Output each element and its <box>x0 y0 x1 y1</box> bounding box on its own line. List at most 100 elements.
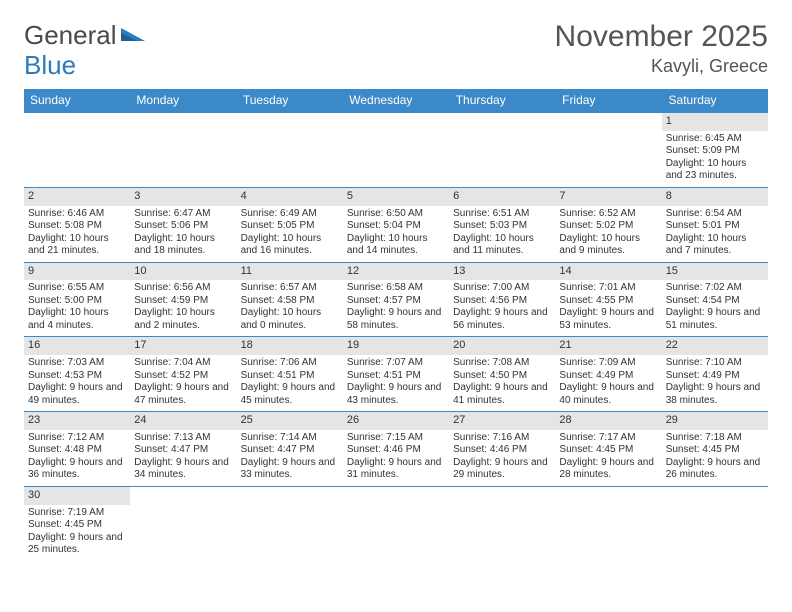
day-body: Sunrise: 7:07 AMSunset: 4:51 PMDaylight:… <box>343 355 449 411</box>
week-row: 1Sunrise: 6:45 AMSunset: 5:09 PMDaylight… <box>24 112 768 187</box>
day-body: Sunrise: 7:19 AMSunset: 4:45 PMDaylight:… <box>24 505 130 561</box>
day-cell: 2Sunrise: 6:46 AMSunset: 5:08 PMDaylight… <box>24 188 130 262</box>
logo-text-2: Blue <box>24 50 76 81</box>
daylight-text: Daylight: 10 hours and 18 minutes. <box>134 233 232 258</box>
sunrise-text: Sunrise: 7:13 AM <box>134 432 232 445</box>
day-number: 10 <box>130 263 236 281</box>
daylight-text: Daylight: 10 hours and 7 minutes. <box>666 233 764 258</box>
day-cell: 5 Sunrise: 6:50 AMSunset: 5:04 PMDaylight… <box>343 188 449 262</box>
sunrise-text: Sunrise: 6:54 AM <box>666 208 764 221</box>
day-body: Sunrise: 7:16 AMSunset: 4:46 PMDaylight:… <box>449 430 555 486</box>
day-cell: 13Sunrise: 7:00 AMSunset: 4:56 PMDayligh… <box>449 263 555 337</box>
sunset-text: Sunset: 5:08 PM <box>28 220 126 233</box>
week-row: 23Sunrise: 7:12 AMSunset: 4:48 PMDayligh… <box>24 411 768 486</box>
day-cell: 19Sunrise: 7:07 AMSunset: 4:51 PMDayligh… <box>343 337 449 411</box>
day-number: 17 <box>130 337 236 355</box>
daylight-text: Daylight: 9 hours and 26 minutes. <box>666 457 764 482</box>
sunrise-text: Sunrise: 6:52 AM <box>559 208 657 221</box>
day-cell: 7Sunrise: 6:52 AMSunset: 5:02 PMDaylight… <box>555 188 661 262</box>
weekday-header: Tuesday <box>237 89 343 112</box>
weekday-header: Saturday <box>663 89 768 112</box>
sunset-text: Sunset: 4:48 PM <box>28 444 126 457</box>
day-number: 29 <box>662 412 768 430</box>
day-number: 25 <box>237 412 343 430</box>
sunset-text: Sunset: 4:46 PM <box>347 444 445 457</box>
sunrise-text: Sunrise: 7:09 AM <box>559 357 657 370</box>
calendar: SundayMondayTuesdayWednesdayThursdayFrid… <box>24 89 768 561</box>
daylight-text: Daylight: 9 hours and 40 minutes. <box>559 382 657 407</box>
sunset-text: Sunset: 4:49 PM <box>666 370 764 383</box>
day-cell: 11Sunrise: 6:57 AMSunset: 4:58 PMDayligh… <box>237 263 343 337</box>
day-number: 2 <box>24 188 130 206</box>
sunset-text: Sunset: 4:59 PM <box>134 295 232 308</box>
sunrise-text: Sunrise: 7:07 AM <box>347 357 445 370</box>
day-body: Sunrise: 7:14 AMSunset: 4:47 PMDaylight:… <box>237 430 343 486</box>
day-cell: 27Sunrise: 7:16 AMSunset: 4:46 PMDayligh… <box>449 412 555 486</box>
daylight-text: Daylight: 10 hours and 9 minutes. <box>559 233 657 258</box>
day-cell <box>449 113 555 187</box>
day-cell: 4Sunrise: 6:49 AMSunset: 5:05 PMDaylight… <box>237 188 343 262</box>
weekday-header-row: SundayMondayTuesdayWednesdayThursdayFrid… <box>24 89 768 112</box>
day-cell: 16Sunrise: 7:03 AMSunset: 4:53 PMDayligh… <box>24 337 130 411</box>
day-body: Sunrise: 7:10 AMSunset: 4:49 PMDaylight:… <box>662 355 768 411</box>
daylight-text: Daylight: 10 hours and 14 minutes. <box>347 233 445 258</box>
day-cell <box>449 487 555 561</box>
day-cell: 3Sunrise: 6:47 AMSunset: 5:06 PMDaylight… <box>130 188 236 262</box>
weekday-header: Wednesday <box>343 89 449 112</box>
daylight-text: Daylight: 9 hours and 25 minutes. <box>28 532 126 557</box>
daylight-text: Daylight: 10 hours and 2 minutes. <box>134 307 232 332</box>
daylight-text: Daylight: 9 hours and 28 minutes. <box>559 457 657 482</box>
title-block: November 2025 Kavyli, Greece <box>555 20 768 77</box>
day-cell <box>237 487 343 561</box>
day-number: 11 <box>237 263 343 281</box>
daylight-text: Daylight: 9 hours and 38 minutes. <box>666 382 764 407</box>
day-cell: 20Sunrise: 7:08 AMSunset: 4:50 PMDayligh… <box>449 337 555 411</box>
sunset-text: Sunset: 4:47 PM <box>134 444 232 457</box>
day-number: 15 <box>662 263 768 281</box>
sunset-text: Sunset: 5:06 PM <box>134 220 232 233</box>
day-cell <box>343 487 449 561</box>
day-number: 3 <box>130 188 236 206</box>
sunset-text: Sunset: 4:55 PM <box>559 295 657 308</box>
day-cell: 23Sunrise: 7:12 AMSunset: 4:48 PMDayligh… <box>24 412 130 486</box>
day-number: 24 <box>130 412 236 430</box>
day-body: Sunrise: 6:55 AMSunset: 5:00 PMDaylight:… <box>24 280 130 336</box>
week-row: 30Sunrise: 7:19 AMSunset: 4:45 PMDayligh… <box>24 486 768 561</box>
day-cell: 21Sunrise: 7:09 AMSunset: 4:49 PMDayligh… <box>555 337 661 411</box>
sunset-text: Sunset: 4:49 PM <box>559 370 657 383</box>
sunrise-text: Sunrise: 7:02 AM <box>666 282 764 295</box>
sunrise-text: Sunrise: 6:50 AM <box>347 208 445 221</box>
day-number: 5 <box>343 188 449 206</box>
day-body: Sunrise: 7:06 AMSunset: 4:51 PMDaylight:… <box>237 355 343 411</box>
location: Kavyli, Greece <box>555 56 768 77</box>
day-body: Sunrise: 7:17 AMSunset: 4:45 PMDaylight:… <box>555 430 661 486</box>
sunrise-text: Sunrise: 6:51 AM <box>453 208 551 221</box>
day-number: 30 <box>24 487 130 505</box>
month-title: November 2025 <box>555 20 768 54</box>
day-number: 4 <box>237 188 343 206</box>
day-body: Sunrise: 7:13 AMSunset: 4:47 PMDaylight:… <box>130 430 236 486</box>
logo: General <box>24 20 147 51</box>
day-body: Sunrise: 7:01 AMSunset: 4:55 PMDaylight:… <box>555 280 661 336</box>
day-cell <box>343 113 449 187</box>
day-number: 22 <box>662 337 768 355</box>
sunset-text: Sunset: 5:04 PM <box>347 220 445 233</box>
day-number: 23 <box>24 412 130 430</box>
weeks-container: 1Sunrise: 6:45 AMSunset: 5:09 PMDaylight… <box>24 112 768 561</box>
day-body: Sunrise: 7:00 AMSunset: 4:56 PMDaylight:… <box>449 280 555 336</box>
day-cell: 26Sunrise: 7:15 AMSunset: 4:46 PMDayligh… <box>343 412 449 486</box>
sunrise-text: Sunrise: 7:18 AM <box>666 432 764 445</box>
sunset-text: Sunset: 4:57 PM <box>347 295 445 308</box>
day-number: 8 <box>662 188 768 206</box>
day-cell: 12Sunrise: 6:58 AMSunset: 4:57 PMDayligh… <box>343 263 449 337</box>
day-body: Sunrise: 7:15 AMSunset: 4:46 PMDaylight:… <box>343 430 449 486</box>
sunset-text: Sunset: 4:52 PM <box>134 370 232 383</box>
day-cell: 28Sunrise: 7:17 AMSunset: 4:45 PMDayligh… <box>555 412 661 486</box>
day-number: 19 <box>343 337 449 355</box>
day-cell: 17Sunrise: 7:04 AMSunset: 4:52 PMDayligh… <box>130 337 236 411</box>
day-body: Sunrise: 7:09 AMSunset: 4:49 PMDaylight:… <box>555 355 661 411</box>
day-body: Sunrise: 7:02 AMSunset: 4:54 PMDaylight:… <box>662 280 768 336</box>
daylight-text: Daylight: 9 hours and 51 minutes. <box>666 307 764 332</box>
flag-icon <box>119 20 147 51</box>
day-cell: 18Sunrise: 7:06 AMSunset: 4:51 PMDayligh… <box>237 337 343 411</box>
